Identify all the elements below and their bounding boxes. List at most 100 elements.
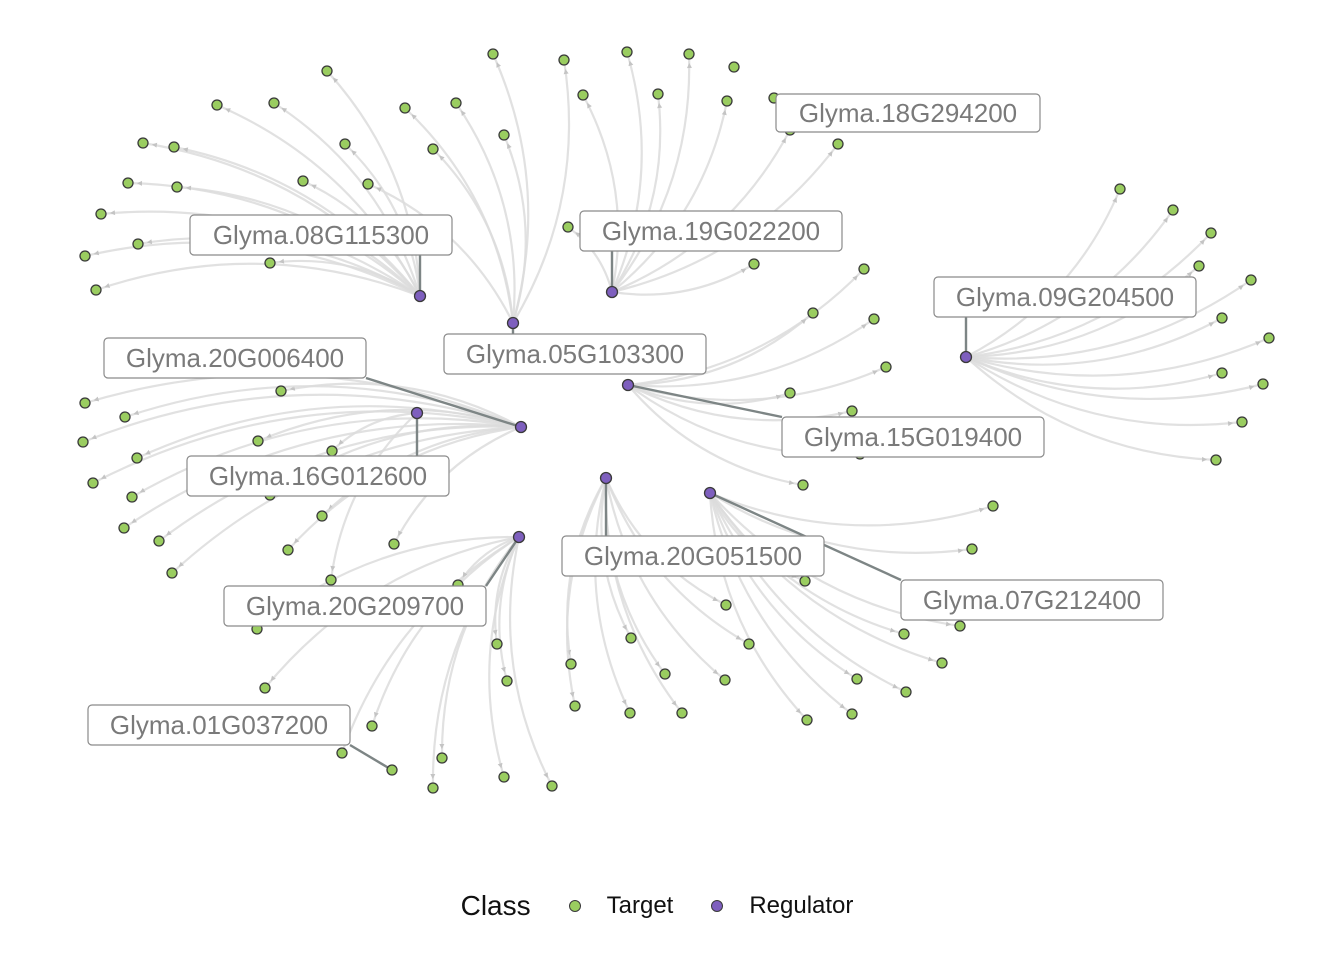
target-node [153,535,165,547]
edge [611,100,729,293]
edge [965,356,1264,401]
edge-arrow [788,480,795,486]
edge-arrow [333,77,339,84]
edge-arrow [101,474,107,479]
target-node [1236,416,1248,428]
target-node [268,97,280,109]
target-node [79,250,91,262]
edge [432,148,515,324]
edge [594,477,631,714]
edge-arrow [109,210,116,216]
target-node [282,544,294,556]
edge-arrow [351,150,357,156]
target-node [427,143,439,155]
target-node [326,445,338,457]
label-leader-line [627,383,783,419]
edge [127,181,421,297]
legend-label-target: Target [606,892,674,919]
target-node [336,747,348,759]
edge-arrow [671,700,677,706]
edge-arrow [136,180,143,186]
target-node [858,263,870,275]
edge-arrow [1208,322,1215,327]
edge-arrow [266,433,272,438]
edge-arrow [721,109,727,116]
edge [965,356,1217,462]
legend-title: Class [460,890,531,921]
label-leader-line [349,743,393,772]
label-text: Glyma.18G294200 [799,98,1017,128]
legend: Class Target Regulator [0,880,1344,932]
regulator-label: Glyma.19G022200 [579,210,843,252]
label-box [900,579,1164,621]
edge [611,93,662,293]
edge [708,492,808,721]
edges-layer [82,51,1270,789]
regulator-node [512,530,526,544]
edge-arrow [146,239,153,245]
edge-arrow [621,699,627,705]
edge-arrow [225,108,231,113]
edge-arrow [133,410,140,415]
target-node [784,387,796,399]
edge-arrow [430,773,436,780]
target-node [132,238,144,250]
edge-arrow [1207,374,1214,380]
edge [565,477,607,707]
edge-arrow [93,396,100,402]
edge-arrow [569,691,575,698]
edge-arrow [1112,197,1117,203]
target-node [832,138,844,150]
target-node [1167,204,1179,216]
edge-arrow [376,187,382,192]
edge-arrow [839,703,845,709]
edge-arrow [166,530,172,536]
edge-arrow [91,434,97,440]
label-box [775,93,1041,133]
target-node [801,714,813,726]
target-node [501,675,513,687]
edge [344,143,422,297]
label-text: Glyma.15G019400 [804,422,1022,452]
target-node [621,46,633,58]
label-box [561,535,825,577]
regulator-label: Glyma.20G051500 [561,535,825,577]
edge [269,259,421,297]
edge [965,188,1122,358]
edge-arrow [686,62,692,69]
regulator-label: Glyma.20G209700 [223,585,487,627]
label-text: Glyma.19G022200 [602,216,820,246]
target-node [625,632,637,644]
edge-arrow [330,565,336,572]
edge [709,491,994,527]
regulator-node [410,406,424,420]
regulator-node [959,350,973,364]
edge-arrow [373,711,379,718]
edge-arrow [1201,456,1208,462]
target-node [748,258,760,270]
target-node [652,88,664,100]
target-node [388,538,400,550]
edge [455,102,516,324]
edge-arrow [104,283,111,288]
edge [965,279,1252,360]
edge [708,492,853,715]
edge-arrow [139,487,146,493]
target-node [880,361,892,373]
edge [92,410,522,484]
edge-arrow [740,268,747,274]
legend-item-target: Target [568,892,674,920]
target-node [797,479,809,491]
label-text: Glyma.07G212400 [923,585,1141,615]
edge [965,317,1223,366]
target-node [131,452,143,464]
edge-arrow [1255,341,1261,346]
edge-arrow [182,147,189,153]
target-node [491,638,503,650]
edge [508,536,553,787]
edge-arrow [587,102,592,109]
target-node [399,102,411,114]
regulator-node [514,420,528,434]
edge-arrow [712,596,718,601]
target-node [90,284,102,296]
